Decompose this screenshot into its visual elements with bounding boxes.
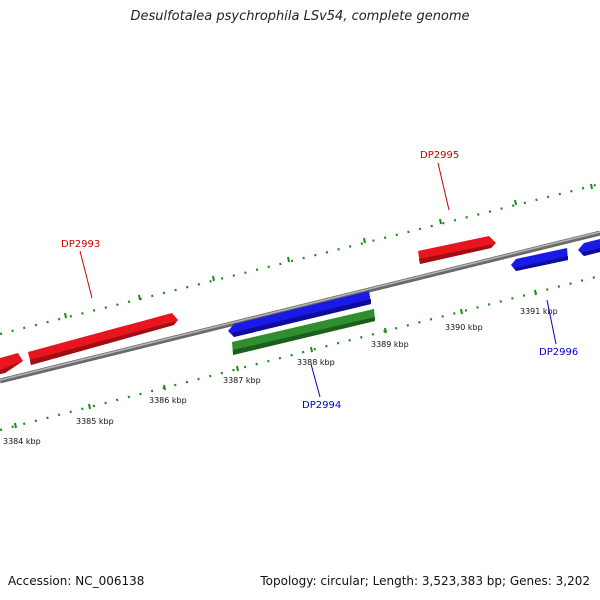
gene-label-dp2994[interactable]: DP2994 [302, 400, 341, 411]
reverse-major-tick [460, 308, 463, 315]
gene-arrow-partial-left-shade [0, 361, 23, 374]
tick-labels: 3384 kbp 3385 kbp 3386 kbp 3387 kbp 3388… [3, 307, 558, 446]
tick-label: 3388 kbp [297, 358, 335, 367]
tick-label: 3386 kbp [149, 396, 187, 405]
gene-arrow-dp2994-blue-shade [231, 299, 371, 337]
forward-tick-track [0, 182, 600, 336]
reverse-tick-track [0, 274, 600, 432]
leader-line-dp2993 [79, 250, 93, 299]
gene-arrow-dp2996-shade [514, 256, 568, 271]
reverse-major-tick [88, 403, 91, 410]
reverse-major-tick [534, 289, 537, 296]
gene-label-dp2993[interactable]: DP2993 [61, 239, 100, 250]
rna-genes [232, 309, 375, 355]
gene-labels: DP2993 DP2994 DP2995 DP2996 [61, 150, 578, 411]
forward-genes [0, 236, 496, 374]
reverse-major-tick [310, 346, 313, 353]
gene-arrow-dp2995-shade [419, 244, 494, 264]
accession-text: Accession: NC_006138 [8, 574, 145, 588]
forward-major-tick [439, 218, 442, 225]
forward-major-tick [287, 256, 290, 263]
gene-arrow-dp2996[interactable] [511, 248, 568, 271]
reverse-major-tick [384, 327, 387, 334]
reverse-major-tick [236, 365, 239, 372]
reverse-major-tick [163, 384, 166, 391]
forward-major-tick [514, 199, 517, 206]
leader-line-dp2995 [437, 162, 450, 211]
gene-label-dp2995[interactable]: DP2995 [420, 150, 459, 161]
forward-major-tick [64, 312, 67, 319]
topology-text: Topology: circular; Length: 3,523,383 bp… [260, 574, 590, 588]
gene-bar-green-shade [233, 317, 375, 355]
genome-backbone [0, 230, 600, 384]
leader-line-dp2994 [310, 363, 321, 398]
leader-line-dp2996 [546, 299, 557, 345]
forward-major-tick [212, 275, 215, 282]
tick-label: 3385 kbp [76, 417, 114, 426]
forward-major-tick [363, 237, 366, 244]
reverse-genes [228, 239, 600, 337]
genome-title: Desulfotalea psychrophila LSv54, complet… [130, 9, 470, 24]
reverse-tick-track-dots [0, 274, 600, 432]
forward-major-tick [590, 183, 593, 190]
forward-major-tick [138, 294, 141, 301]
gene-label-dp2996[interactable]: DP2996 [539, 347, 578, 358]
tick-label: 3391 kbp [520, 307, 558, 316]
tick-label: 3384 kbp [3, 437, 41, 446]
tick-label: 3389 kbp [371, 340, 409, 349]
reverse-major-tick [14, 422, 17, 429]
tick-label: 3387 kbp [223, 376, 261, 385]
gene-arrow-partial-right-shade [581, 248, 600, 256]
gene-arrow-dp2993-shade [30, 321, 176, 365]
tick-label: 3390 kbp [445, 323, 483, 332]
